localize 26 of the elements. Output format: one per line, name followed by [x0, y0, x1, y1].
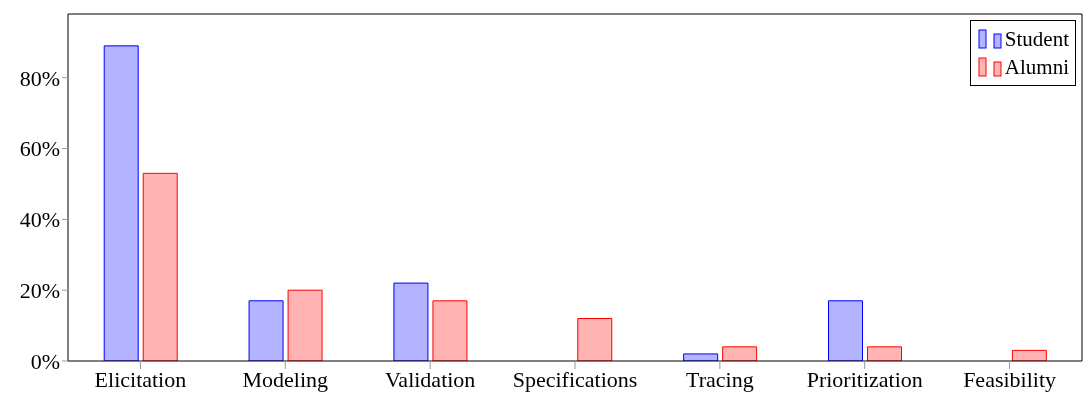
bar — [393, 282, 429, 361]
y-tick-label: 60% — [19, 136, 60, 162]
bar — [683, 353, 719, 361]
y-tick-label: 20% — [19, 277, 60, 303]
legend-label: Alumni — [1004, 54, 1069, 81]
x-tick-label: Tracing — [686, 366, 754, 392]
bar — [432, 300, 468, 361]
bar — [248, 300, 284, 361]
x-tick-label: Elicitation — [94, 366, 187, 392]
y-tick-label: 40% — [19, 207, 60, 233]
x-tick-label: Prioritization — [806, 366, 923, 392]
x-tick-label: Validation — [384, 366, 476, 392]
bar — [103, 45, 139, 361]
y-tick-label: 80% — [19, 65, 60, 91]
x-tick-label: Specifications — [512, 366, 638, 392]
bar — [867, 346, 902, 361]
bar — [142, 172, 178, 361]
x-tick-label: Modeling — [242, 366, 329, 392]
y-tick-label: 0% — [30, 348, 60, 374]
bar — [1011, 349, 1047, 361]
legend-label: Student — [1004, 26, 1069, 53]
bar — [287, 289, 323, 361]
x-tick-label: Feasibility — [963, 366, 1057, 392]
bar — [828, 300, 863, 361]
bar — [577, 318, 613, 361]
bar — [722, 346, 758, 361]
